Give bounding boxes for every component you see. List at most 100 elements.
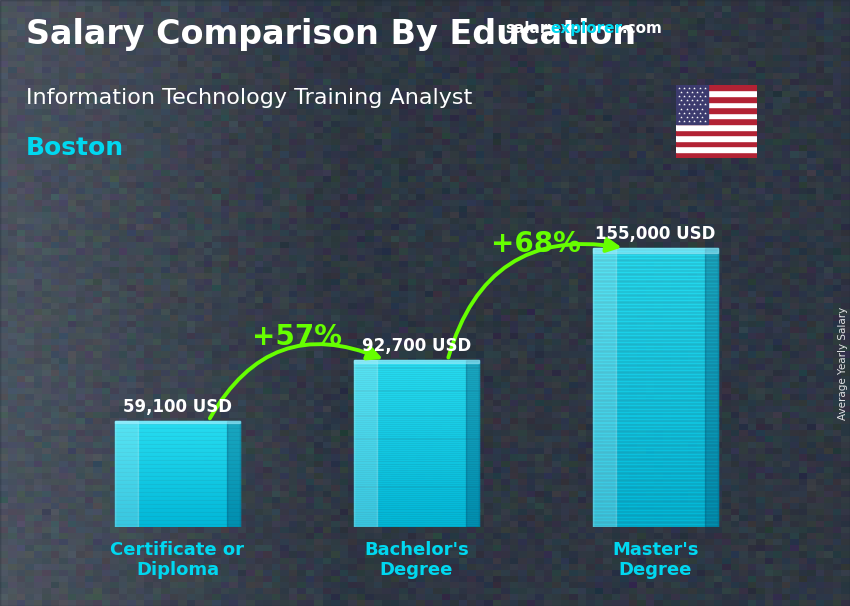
Bar — [116, 462, 240, 464]
Bar — [354, 442, 479, 444]
Bar — [116, 525, 240, 526]
Bar — [593, 440, 717, 444]
Bar — [593, 391, 717, 395]
Bar — [354, 465, 479, 467]
Text: explorer: explorer — [551, 21, 623, 36]
Bar — [593, 265, 717, 269]
Bar — [116, 511, 240, 513]
Bar — [593, 464, 717, 468]
Bar — [354, 433, 479, 435]
Bar — [676, 135, 756, 141]
Bar — [116, 455, 240, 457]
Bar — [354, 408, 479, 410]
Bar — [354, 452, 479, 454]
Bar — [676, 85, 708, 124]
Bar — [593, 478, 717, 482]
Bar — [676, 85, 756, 90]
Bar — [354, 400, 479, 402]
Text: 92,700 USD: 92,700 USD — [362, 337, 471, 355]
Bar — [116, 521, 240, 522]
Bar — [354, 490, 479, 491]
Bar — [354, 412, 479, 415]
Bar — [593, 283, 717, 287]
Bar — [354, 448, 479, 450]
Bar — [354, 367, 479, 368]
Bar — [354, 517, 479, 519]
Bar — [116, 493, 240, 494]
Bar — [354, 410, 479, 413]
Bar — [676, 141, 756, 147]
Bar — [593, 370, 717, 374]
Bar — [593, 388, 717, 391]
Bar — [593, 363, 717, 367]
Bar — [354, 431, 479, 433]
Bar — [354, 523, 479, 525]
Bar — [676, 102, 756, 107]
Bar — [706, 248, 717, 527]
Bar — [116, 471, 240, 473]
Bar — [116, 453, 240, 454]
Bar — [354, 467, 479, 469]
Bar — [593, 339, 717, 342]
Bar — [676, 124, 756, 130]
Bar — [354, 481, 479, 484]
Bar — [116, 467, 240, 468]
Bar — [593, 301, 717, 304]
Bar — [593, 503, 717, 506]
Bar — [354, 364, 479, 367]
Bar — [593, 290, 717, 293]
Bar — [593, 520, 717, 524]
Bar — [354, 425, 479, 427]
Bar — [116, 451, 240, 453]
Bar — [354, 454, 479, 456]
Bar — [593, 405, 717, 408]
Bar — [354, 488, 479, 490]
Bar — [116, 425, 240, 426]
Bar — [676, 90, 756, 96]
Bar — [593, 307, 717, 311]
Bar — [593, 331, 717, 335]
Bar — [116, 426, 240, 427]
Bar — [593, 304, 717, 307]
Bar — [593, 325, 717, 328]
Bar — [116, 442, 240, 444]
Bar — [354, 471, 479, 473]
Bar — [593, 373, 717, 377]
Bar — [593, 255, 717, 258]
Bar — [116, 454, 240, 455]
Bar — [354, 444, 479, 446]
Bar — [116, 484, 240, 485]
Bar — [676, 147, 756, 152]
Bar — [593, 279, 717, 283]
Bar — [116, 433, 240, 434]
Bar — [116, 441, 240, 442]
Bar — [593, 248, 717, 251]
Text: 59,100 USD: 59,100 USD — [123, 398, 232, 416]
Bar — [593, 248, 717, 253]
Bar — [116, 496, 240, 498]
Bar — [116, 526, 240, 527]
Bar — [116, 466, 240, 467]
Bar — [593, 513, 717, 517]
Bar — [593, 458, 717, 461]
Bar — [116, 490, 240, 491]
Bar — [676, 113, 756, 118]
Bar — [593, 248, 615, 527]
Bar — [116, 445, 240, 446]
Bar — [593, 506, 717, 510]
Bar — [116, 450, 240, 451]
Bar — [354, 479, 479, 481]
Bar — [354, 385, 479, 387]
Bar — [466, 360, 479, 527]
Bar — [593, 335, 717, 339]
Bar — [116, 519, 240, 521]
Bar — [354, 368, 479, 371]
Bar — [354, 469, 479, 471]
Bar — [593, 269, 717, 273]
Bar — [593, 492, 717, 496]
Bar — [354, 362, 479, 364]
Bar — [116, 459, 240, 461]
Bar — [116, 461, 240, 462]
Bar — [593, 433, 717, 436]
Bar — [354, 360, 479, 363]
